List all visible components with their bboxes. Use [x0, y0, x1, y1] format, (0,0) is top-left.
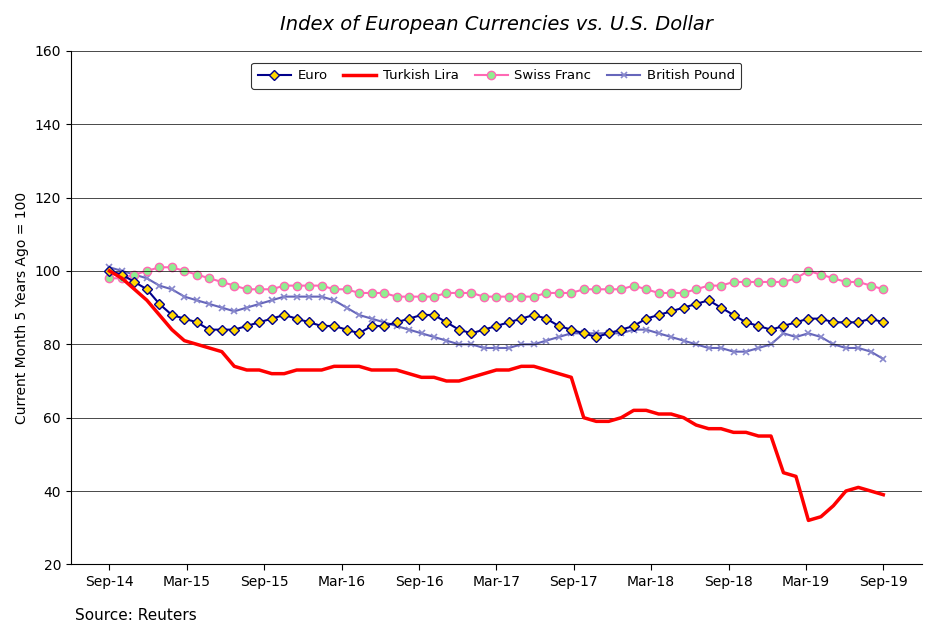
Title: Index of European Currencies vs. U.S. Dollar: Index of European Currencies vs. U.S. Do…	[280, 15, 712, 34]
Legend: Euro, Turkish Lira, Swiss Franc, British Pound: Euro, Turkish Lira, Swiss Franc, British…	[251, 62, 740, 89]
Y-axis label: Current Month 5 Years Ago = 100: Current Month 5 Years Ago = 100	[15, 192, 29, 424]
Text: Source: Reuters: Source: Reuters	[75, 608, 197, 623]
